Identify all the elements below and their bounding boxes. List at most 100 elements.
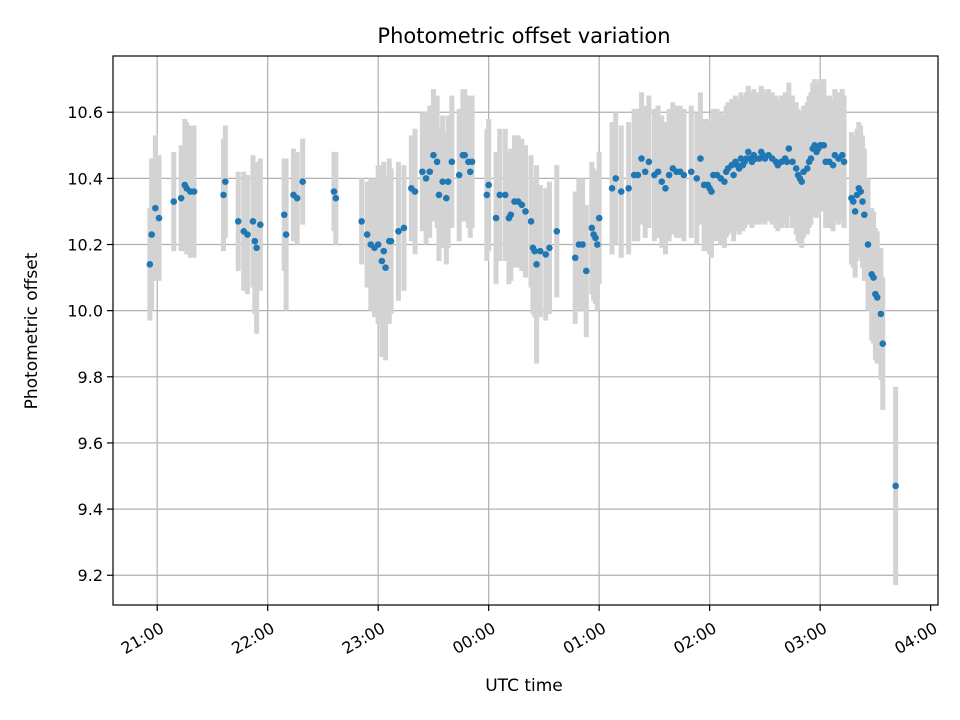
data-point	[358, 218, 365, 225]
data-point	[851, 208, 859, 215]
data-point	[680, 171, 688, 179]
data-point	[518, 201, 526, 209]
data-point	[654, 168, 662, 176]
y-tick-label: 9.6	[78, 434, 103, 453]
data-point	[222, 178, 229, 185]
data-point	[745, 148, 752, 156]
data-point	[501, 191, 509, 199]
data-point	[789, 158, 796, 166]
y-tick-label: 9.4	[78, 500, 103, 519]
data-point	[485, 181, 492, 189]
data-point	[380, 247, 388, 255]
data-point	[697, 155, 704, 162]
data-point	[870, 274, 877, 281]
data-point	[426, 168, 434, 176]
x-tick-label: 00:00	[449, 618, 498, 658]
data-point	[861, 211, 868, 219]
data-point	[803, 165, 811, 172]
data-point	[170, 198, 178, 205]
data-point	[879, 340, 887, 348]
data-point	[430, 151, 437, 159]
data-point	[522, 208, 529, 215]
data-point	[148, 231, 155, 238]
data-point	[634, 171, 642, 179]
data-point	[257, 221, 264, 228]
data-point	[234, 218, 242, 225]
y-axis-ticks: 9.2 9.4 9.6 9.8 10.0 10.2 10.4 10.6	[67, 103, 113, 585]
data-point	[395, 227, 402, 235]
data-point	[641, 168, 649, 176]
data-point	[455, 171, 463, 179]
data-point	[687, 168, 695, 176]
data-point	[422, 175, 430, 182]
data-point	[571, 254, 579, 262]
data-point	[253, 244, 260, 252]
chart-title: Photometric offset variation	[377, 24, 670, 48]
data-point	[588, 224, 596, 232]
data-point	[382, 264, 389, 271]
data-point	[444, 178, 452, 185]
data-point	[665, 171, 673, 179]
data-point	[468, 158, 476, 166]
x-axis-ticks: 21:00 22:00 23:00 00:00 01:00 02:00 03:00 04:00	[118, 605, 941, 658]
data-point	[433, 158, 441, 166]
data-point	[721, 178, 728, 185]
data-point	[798, 178, 806, 185]
x-tick-label: 04:00	[891, 618, 940, 658]
data-point	[448, 158, 456, 166]
data-point	[658, 178, 666, 185]
data-point	[553, 227, 561, 235]
y-axis-label: Photometric offset	[22, 252, 42, 409]
data-point	[419, 168, 426, 176]
data-point	[483, 191, 491, 199]
data-point	[435, 191, 443, 199]
data-point	[625, 184, 632, 192]
data-point	[332, 194, 340, 202]
data-point	[859, 198, 866, 205]
data-point	[280, 211, 288, 219]
data-point	[785, 145, 793, 152]
y-tick-label: 10.6	[67, 103, 103, 122]
data-point	[807, 155, 815, 162]
data-point	[542, 251, 550, 258]
data-point	[527, 218, 535, 225]
data-point	[662, 184, 669, 192]
data-point	[282, 231, 290, 238]
data-point	[155, 214, 163, 222]
data-point	[708, 188, 715, 195]
data-point	[177, 194, 185, 202]
data-point	[220, 191, 227, 199]
data-point	[592, 234, 599, 242]
y-tick-label: 10.2	[67, 236, 103, 255]
data-point	[146, 261, 154, 268]
data-point	[536, 247, 544, 255]
data-point	[877, 310, 885, 318]
data-point	[492, 214, 500, 222]
data-point	[594, 241, 601, 248]
x-tick-label: 22:00	[228, 618, 277, 658]
data-point	[411, 188, 419, 195]
data-point	[645, 158, 653, 166]
x-axis-label: UTC time	[485, 676, 563, 696]
data-point	[612, 175, 620, 182]
data-point	[617, 188, 625, 195]
data-point	[378, 257, 386, 265]
data-point	[190, 188, 198, 195]
data-point	[330, 188, 338, 195]
data-point	[693, 175, 701, 182]
data-point	[892, 482, 899, 490]
data-point	[595, 214, 603, 222]
x-tick-label: 03:00	[781, 618, 830, 658]
data-point	[152, 204, 159, 212]
data-point	[439, 178, 446, 185]
data-point	[849, 198, 857, 205]
data-point	[820, 141, 828, 149]
data-point	[730, 171, 737, 179]
x-tick-label: 21:00	[118, 618, 167, 658]
y-tick-label: 10.0	[67, 302, 103, 321]
data-point	[546, 244, 553, 252]
data-point	[582, 267, 590, 275]
plot-frame	[112, 55, 939, 606]
data-point	[783, 158, 791, 166]
